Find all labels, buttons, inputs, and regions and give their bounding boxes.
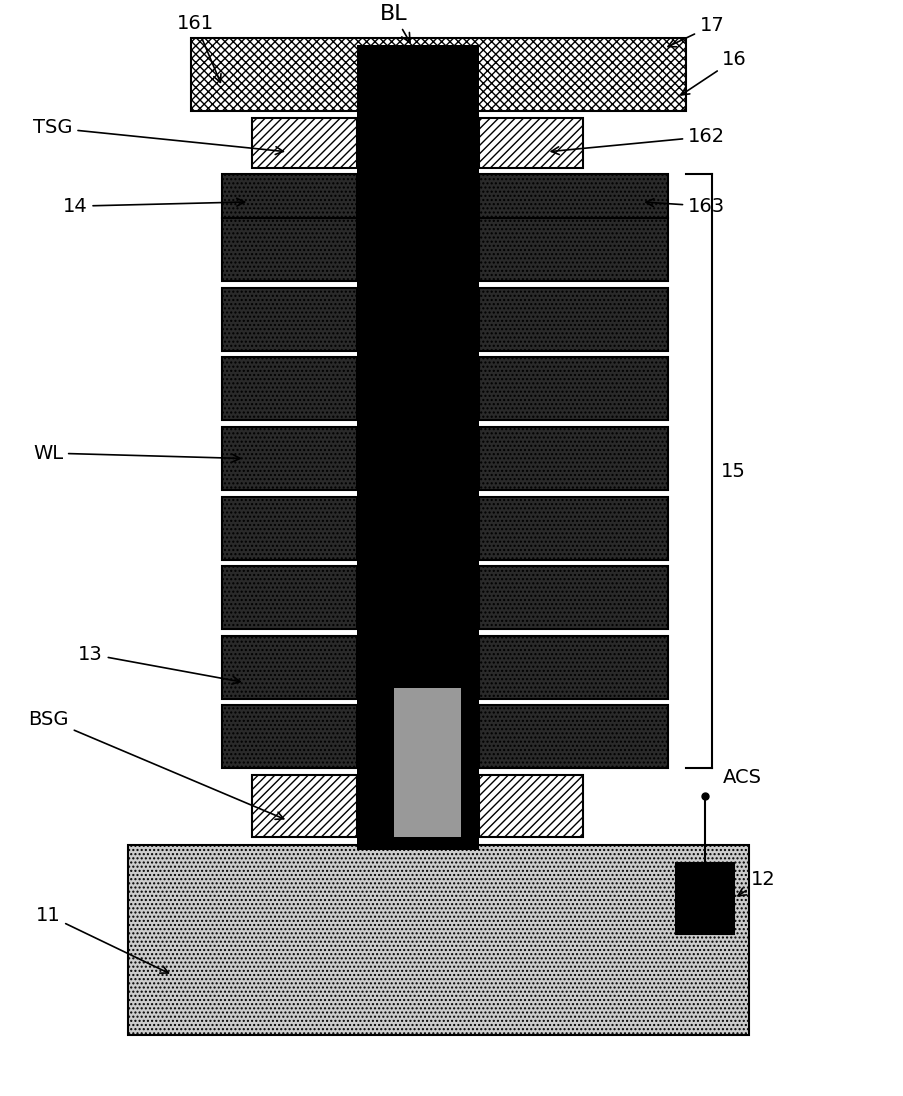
Bar	[479, 567, 667, 629]
Text: 162: 162	[551, 127, 724, 155]
Bar	[394, 688, 461, 837]
Bar	[222, 173, 357, 218]
Bar	[222, 496, 357, 560]
Text: 15: 15	[720, 461, 745, 480]
Bar	[479, 173, 667, 218]
Bar	[479, 357, 667, 421]
Bar	[222, 288, 357, 351]
Bar	[252, 118, 357, 168]
Bar	[479, 706, 667, 768]
Text: TSG: TSG	[33, 118, 283, 155]
Bar	[222, 427, 357, 490]
Bar	[222, 636, 357, 699]
Bar	[252, 775, 357, 837]
Text: 11: 11	[35, 905, 168, 973]
Bar	[479, 775, 582, 837]
Bar	[479, 496, 667, 560]
Bar	[479, 218, 667, 282]
Bar	[222, 357, 357, 421]
Text: 12: 12	[737, 870, 775, 895]
Text: WL: WL	[33, 444, 240, 463]
Text: ACS: ACS	[722, 768, 761, 787]
Text: BL: BL	[379, 4, 410, 43]
Text: 13: 13	[78, 644, 240, 684]
Text: BSG: BSG	[28, 710, 284, 820]
Text: 16: 16	[681, 50, 746, 95]
Bar	[479, 636, 667, 699]
Bar	[222, 567, 357, 629]
Bar	[479, 118, 582, 168]
Bar	[357, 45, 479, 850]
Text: 17: 17	[667, 16, 724, 47]
Text: 163: 163	[645, 196, 724, 216]
Bar	[479, 288, 667, 351]
Text: 161: 161	[177, 14, 220, 82]
Bar	[127, 845, 749, 1035]
Text: 14: 14	[62, 196, 245, 216]
Bar	[191, 37, 685, 111]
Bar	[479, 427, 667, 490]
Bar	[222, 218, 357, 282]
Bar	[222, 706, 357, 768]
Bar	[675, 863, 733, 934]
